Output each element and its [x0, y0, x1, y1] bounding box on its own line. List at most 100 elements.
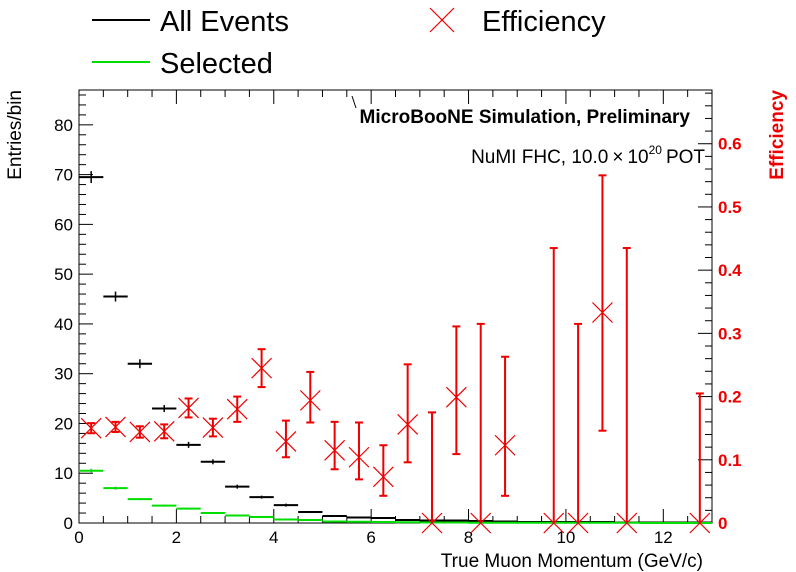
- data-point: [200, 512, 226, 515]
- efficiency-point: [299, 370, 321, 424]
- marker-x: [299, 389, 321, 411]
- data-point: [273, 503, 299, 507]
- y2-tick-label: 0.4: [718, 261, 742, 280]
- annotation-beam-exp: 20: [649, 143, 663, 157]
- x-tick-label: 2: [172, 528, 181, 547]
- efficiency-point: [153, 420, 175, 442]
- efficiency-point: [105, 416, 126, 438]
- efficiency-point: [470, 322, 492, 534]
- y-tick-label: 30: [54, 365, 73, 384]
- annotation-experiment: MicroBooNE Simulation, Preliminary: [360, 107, 691, 128]
- marker-x: [129, 421, 151, 443]
- marker-x: [543, 512, 565, 534]
- data-point: [444, 519, 469, 522]
- efficiency-point: [226, 395, 248, 423]
- marker-x: [616, 512, 638, 534]
- data-point: [152, 405, 177, 413]
- marker-x: [567, 512, 589, 534]
- x-tick-label: 12: [654, 528, 673, 547]
- annotation-beam-unit: POT: [666, 147, 705, 168]
- data-point: [152, 504, 177, 507]
- y2-tick-label: 0: [718, 514, 727, 533]
- marker-x: [178, 397, 199, 419]
- efficiency-point: [80, 417, 102, 439]
- x-tick-label: 4: [269, 528, 278, 547]
- marker-x: [275, 431, 297, 452]
- efficiency-point: [689, 392, 711, 534]
- y2-tick-label: 0.6: [718, 135, 742, 154]
- y-tick-label: 0: [64, 514, 73, 533]
- y-tick-label: 80: [54, 116, 73, 135]
- data-point: [249, 516, 274, 519]
- marker-x: [153, 420, 175, 442]
- marker-x: [397, 413, 419, 435]
- data-point: [103, 486, 128, 490]
- y-tick-label: 20: [54, 414, 73, 433]
- data-point: [249, 495, 274, 499]
- marker-x: [105, 416, 126, 438]
- data-point: [79, 171, 104, 184]
- efficiency-point: [543, 247, 565, 534]
- efficiency-point: [592, 174, 613, 432]
- y-tick-label: 50: [54, 265, 73, 284]
- data-point: [298, 511, 323, 514]
- marker-x: [324, 439, 346, 461]
- annotation-beam-prefix: NuMI FHC, 10.0: [471, 147, 608, 168]
- legend-marker-efficiency: [429, 7, 455, 33]
- y-tick-label: 70: [54, 166, 73, 185]
- y2-tick-label: 0.2: [718, 388, 742, 407]
- efficiency-point: [372, 444, 394, 497]
- data-point: [200, 459, 226, 465]
- y-tick-label: 40: [54, 315, 73, 334]
- marker-x: [372, 466, 394, 488]
- data-point: [395, 519, 420, 522]
- efficiency-point: [397, 363, 419, 464]
- efficiency-point: [348, 421, 370, 481]
- marker-x: [421, 512, 443, 534]
- marker-x: [251, 357, 273, 379]
- y2-tick-label: 0.3: [718, 324, 742, 343]
- data-point: [176, 507, 201, 510]
- annotation-beam-base: 10: [627, 147, 648, 168]
- data-point: [127, 359, 153, 369]
- efficiency-point: [275, 419, 297, 459]
- data-point: [322, 515, 347, 518]
- data-point: [79, 468, 104, 473]
- y2-tick-label: 0.1: [718, 451, 742, 470]
- efficiency-point: [494, 355, 516, 497]
- marker-x: [494, 434, 516, 456]
- efficiency-point: [421, 411, 443, 534]
- y2-axis-label: Efficiency: [767, 90, 788, 180]
- efficiency-point: [324, 420, 346, 471]
- efficiency-point: [202, 417, 224, 438]
- marker-x: [348, 446, 370, 468]
- series-efficiency: [80, 174, 711, 534]
- x-tick-label: 0: [74, 528, 83, 547]
- efficiency-point: [178, 397, 199, 419]
- efficiency-point: [445, 325, 467, 456]
- annotation-beam: NuMI FHC, 10.0 × 1020 POT: [471, 143, 705, 168]
- x-axis-label: True Muon Momentum (GeV/c): [441, 551, 703, 572]
- marker-x: [226, 398, 248, 420]
- x-tick-label: 6: [366, 528, 375, 547]
- marker-x: [470, 512, 492, 534]
- x-tick-label: 8: [464, 528, 473, 547]
- y-tick-label: 60: [54, 215, 73, 234]
- legend: All Events Selected Efficiency: [92, 6, 606, 80]
- marker-x: [80, 417, 102, 439]
- data-point: [176, 441, 201, 448]
- marker-x: [445, 386, 467, 408]
- legend-label-selected: Selected: [160, 48, 273, 80]
- annotation-beam-times: ×: [612, 147, 623, 168]
- y-axis-label: Entries/bin: [5, 90, 26, 180]
- efficiency-point: [129, 421, 151, 443]
- marker-x: [689, 512, 711, 534]
- data-point: [103, 291, 128, 302]
- legend-label-efficiency: Efficiency: [482, 6, 606, 38]
- data-point: [346, 516, 372, 519]
- x-tick-label: 10: [556, 528, 575, 547]
- efficiency-point: [616, 247, 638, 534]
- marker-x: [202, 417, 224, 438]
